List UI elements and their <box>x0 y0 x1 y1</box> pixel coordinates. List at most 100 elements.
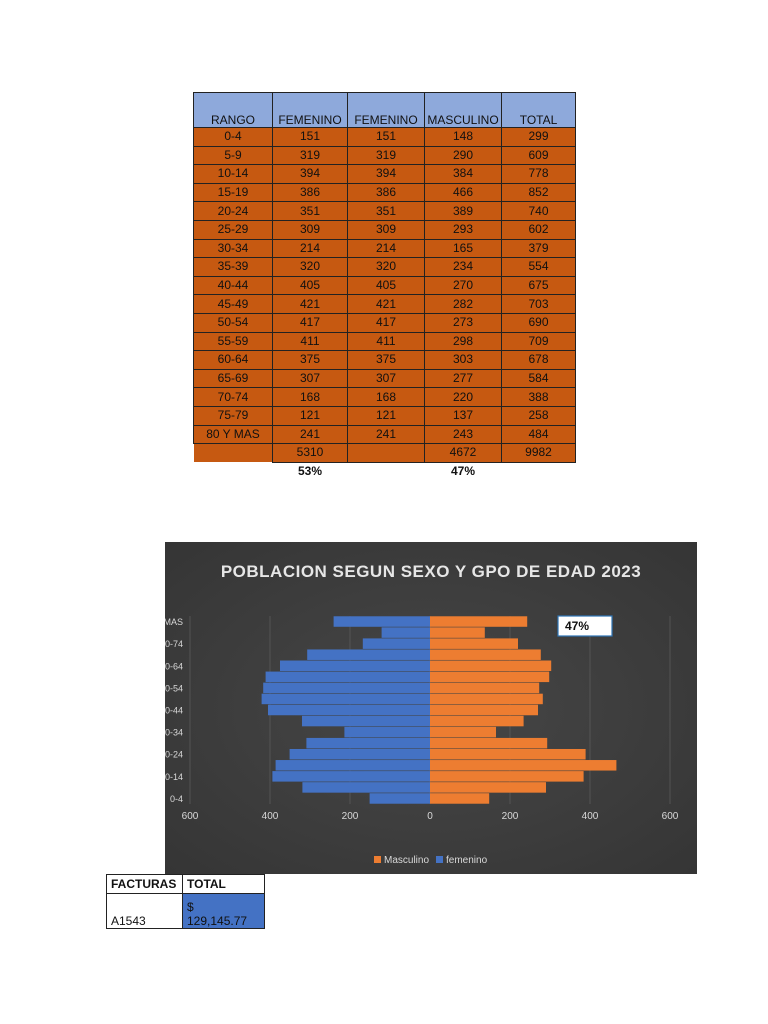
table-row: 40-44 405 405 270 675 <box>193 275 576 296</box>
x-tick-label: 400 <box>262 811 279 822</box>
chart-title: POBLACION SEGUN SEXO Y GPO DE EDAD 2023 <box>221 562 641 581</box>
bar-femenino-5-9 <box>302 782 430 793</box>
bar-masculino-25-29 <box>430 737 548 749</box>
header-facturas: FACTURAS <box>106 874 183 894</box>
cell-masculino: 137 <box>424 405 502 426</box>
header-masculino: MASCULINO <box>424 92 502 128</box>
cell-masculino: 389 <box>424 201 502 221</box>
cell-femenino: 151 <box>272 127 348 147</box>
header-femenino: FEMENINO <box>272 92 348 128</box>
cell-total: 554 <box>501 257 576 277</box>
cell-femenino-2: 320 <box>347 257 425 277</box>
bar-femenino-45-49 <box>261 693 430 705</box>
bar-femenino-50-54 <box>263 682 430 694</box>
chart-svg: POBLACION SEGUN SEXO Y GPO DE EDAD 2023 … <box>165 542 697 874</box>
cell-masculino: 384 <box>424 164 502 184</box>
cell-femenino-2: 394 <box>347 164 425 184</box>
table-row: 50-54 417 417 273 690 <box>193 312 576 333</box>
cell-femenino: 121 <box>272 405 348 426</box>
cell-total: 484 <box>501 424 576 445</box>
cell-femenino-2: 151 <box>347 127 425 147</box>
bar-femenino-70-74 <box>362 638 430 649</box>
bar-masculino-35-39 <box>430 715 524 727</box>
bar-femenino-60-64 <box>280 660 430 672</box>
cell-masculino: 243 <box>424 424 502 445</box>
x-tick-label: 200 <box>342 811 359 822</box>
bar-masculino-80-y-mas <box>430 616 528 627</box>
invoice-amount: $ 129,145.77 <box>182 893 265 929</box>
population-table-body: 0-4 151 151 148 299 5-9 319 319 290 609 10-14 394 39… <box>193 127 576 445</box>
cell-masculino: 165 <box>424 238 502 259</box>
bar-masculino-55-59 <box>430 671 550 683</box>
bar-femenino-0-4 <box>369 793 430 804</box>
table-row: 10-14 394 394 384 778 <box>193 164 576 184</box>
bar-femenino-80-y-mas <box>333 616 430 627</box>
cell-total: 709 <box>501 331 576 352</box>
table-row: 0-4 151 151 148 299 <box>193 127 576 147</box>
cell-rango: 50-54 <box>193 312 273 333</box>
table-row: 55-59 411 411 298 709 <box>193 331 576 352</box>
cell-total: 678 <box>501 350 576 370</box>
cell-femenino: 375 <box>272 350 348 370</box>
cell-rango: 35-39 <box>193 257 273 277</box>
invoice-total-value: 129,145.77 <box>187 914 248 928</box>
cell-total: 778 <box>501 164 576 184</box>
cell-total: 388 <box>501 387 576 407</box>
y-tick-label: 20-24 <box>165 750 183 760</box>
table-row: 35-39 320 320 234 554 <box>193 257 576 277</box>
cell-rango: 60-64 <box>193 350 273 370</box>
cell-femenino-2: 351 <box>347 201 425 221</box>
bar-femenino-30-34 <box>344 726 430 738</box>
cell-femenino-2: 309 <box>347 219 425 240</box>
cell-femenino-2: 214 <box>347 238 425 259</box>
annotation-text: 47% <box>565 619 589 633</box>
cell-femenino: 320 <box>272 257 348 277</box>
table-row: 60-64 375 375 303 678 <box>193 350 576 370</box>
cell-rango: 70-74 <box>193 387 273 407</box>
invoice-id: A1543 <box>106 893 183 929</box>
chart-legend: Masculino femenino <box>374 855 488 866</box>
cell-masculino: 148 <box>424 127 502 147</box>
cell-femenino-2: 319 <box>347 145 425 166</box>
x-tick-label: 600 <box>182 811 199 822</box>
y-tick-label: 0-4 <box>170 794 183 804</box>
bar-masculino-50-54 <box>430 682 540 694</box>
cell-masculino: 466 <box>424 182 502 203</box>
table-row: 75-79 121 121 137 258 <box>193 405 576 426</box>
y-tick-label: 10-14 <box>165 772 183 782</box>
invoice-table: FACTURAS TOTAL A1543 $ 129,145.77 <box>106 874 265 929</box>
total-masculino: 4672 <box>424 443 502 463</box>
cell-total: 852 <box>501 182 576 203</box>
bar-femenino-15-19 <box>275 760 430 771</box>
cell-rango: 10-14 <box>193 164 273 184</box>
cell-masculino: 234 <box>424 257 502 277</box>
percent-blank-2 <box>348 462 425 481</box>
bar-masculino-45-49 <box>430 693 543 705</box>
header-rango: RANGO <box>193 92 273 128</box>
cell-total: 740 <box>501 201 576 221</box>
totals-blank-cell-2 <box>347 443 425 463</box>
table-row: 70-74 168 168 220 388 <box>193 387 576 407</box>
percent-masculino: 47% <box>450 464 476 479</box>
cell-femenino: 241 <box>272 424 348 445</box>
y-tick-label: 80 Y MAS <box>165 617 183 627</box>
y-tick-labels: 0-4 10-14 20-24 30-34 40-44 50-54 60-64 70-74 80… <box>165 617 183 804</box>
invoice-currency-symbol: $ <box>187 900 194 914</box>
totals-blank-cell <box>193 443 273 463</box>
cell-rango: 75-79 <box>193 405 273 426</box>
cell-femenino: 421 <box>272 294 348 314</box>
bar-femenino-35-39 <box>302 715 430 727</box>
bar-femenino-75-79 <box>381 627 430 638</box>
cell-total: 690 <box>501 312 576 333</box>
cell-femenino: 394 <box>272 164 348 184</box>
annotation-box: 47% <box>557 615 613 637</box>
cell-femenino-2: 121 <box>347 405 425 426</box>
cell-rango: 65-69 <box>193 368 273 389</box>
cell-masculino: 298 <box>424 331 502 352</box>
population-table: RANGO FEMENINO FEMENINO MASCULINO TOTAL … <box>193 92 576 481</box>
population-pyramid-chart: POBLACION SEGUN SEXO Y GPO DE EDAD 2023 … <box>165 542 697 874</box>
cell-femenino-2: 375 <box>347 350 425 370</box>
bar-masculino-15-19 <box>430 760 617 771</box>
cell-femenino-2: 386 <box>347 182 425 203</box>
bar-femenino-55-59 <box>265 671 430 683</box>
